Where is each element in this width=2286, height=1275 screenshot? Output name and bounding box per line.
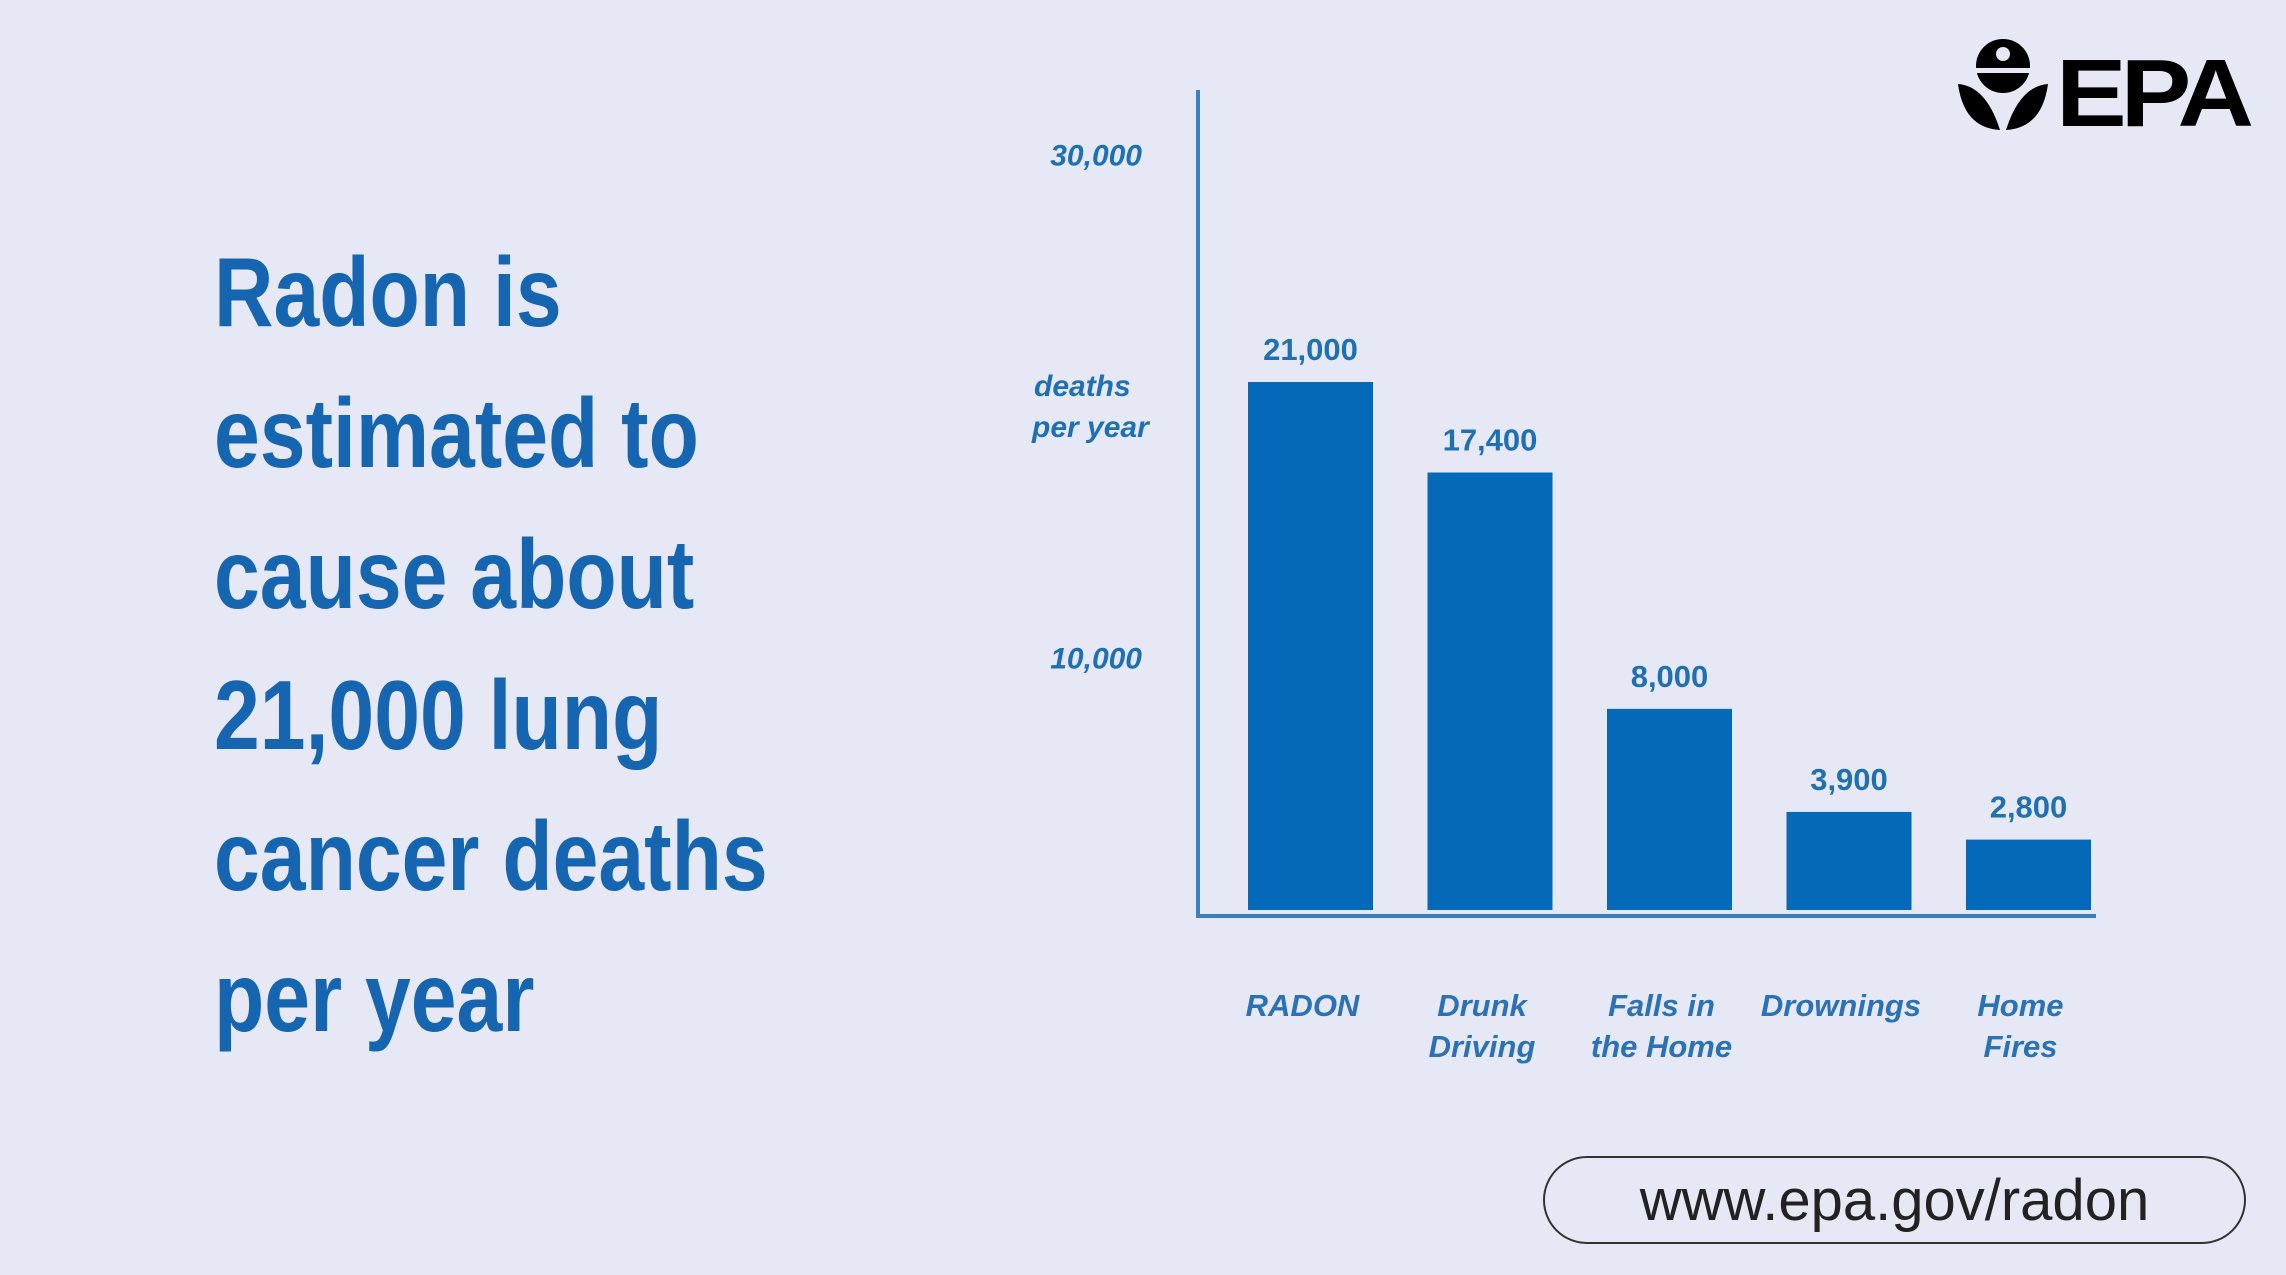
bar — [1966, 839, 2091, 910]
category-label-line: the Home — [1591, 1029, 1732, 1064]
bar — [1427, 472, 1553, 910]
epa-flower-logo-icon: EPA — [1958, 39, 2258, 147]
bar-value-label: 3,900 — [1810, 762, 1888, 797]
y-axis-label-line: deaths — [1034, 370, 1131, 403]
epa-logo: EPA — [1956, 36, 2260, 147]
bar-value-label: 2,800 — [1990, 790, 2068, 825]
y-axis-label: deaths per year — [1031, 370, 1151, 444]
bar — [1607, 708, 1732, 910]
category-label: Drownings — [1761, 988, 1921, 1023]
headline-line: cancer deaths — [214, 801, 768, 911]
y-axis-label-line: per year — [1031, 411, 1151, 444]
bar-value-label: 8,000 — [1631, 659, 1709, 694]
epa-logo-text: EPA — [2056, 41, 2252, 136]
headline-line: cause about — [214, 519, 695, 629]
category-label-line: RADON — [1246, 988, 1360, 1023]
headline-line: estimated to — [214, 378, 699, 488]
category-label-line: Fires — [1983, 1029, 2057, 1064]
bar — [1248, 382, 1373, 910]
headline-line: per year — [214, 942, 535, 1052]
category-label-line: Home — [1977, 988, 2063, 1023]
category-label: RADON — [1246, 988, 1360, 1023]
category-label: Falls in the Home — [1591, 988, 1732, 1064]
category-label-line: Driving — [1429, 1029, 1536, 1064]
bar — [1786, 811, 1912, 910]
url-link[interactable]: www.epa.gov/radon — [1543, 1156, 2246, 1244]
category-label-line: Falls in — [1608, 988, 1715, 1023]
category-label-line: Drownings — [1761, 988, 1921, 1023]
category-label: Home Fires — [1977, 988, 2063, 1064]
bar-value-label: 21,000 — [1263, 332, 1358, 367]
headline-line: 21,000 lung — [214, 660, 663, 770]
headline-line: Radon is — [214, 237, 562, 347]
category-label-line: Drunk — [1437, 988, 1528, 1023]
category-label: Drunk Driving — [1429, 988, 1536, 1064]
y-tick-label: 30,000 — [1050, 140, 1142, 173]
y-tick-label: 10,000 — [1050, 643, 1142, 676]
bar-value-label: 17,400 — [1443, 423, 1538, 458]
headline: Radon is estimated to cause about 21,000… — [214, 222, 768, 1068]
